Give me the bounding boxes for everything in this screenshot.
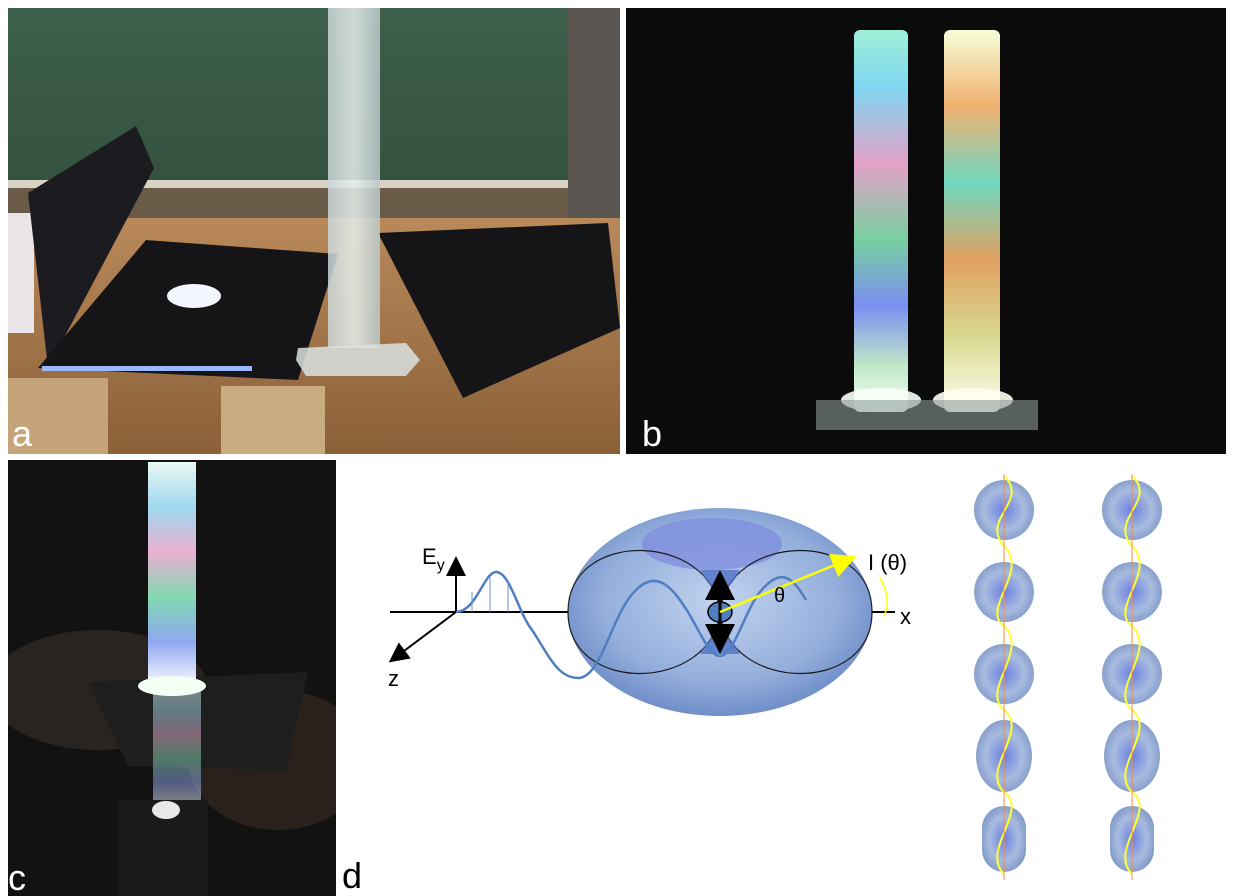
sphere-stack-left [974,474,1034,880]
z-axis [388,611,457,663]
right-lobe [719,549,873,675]
angle-arc [879,577,888,617]
torus-top-opening [642,518,782,570]
chalk-tray [8,180,578,188]
glass-stand [816,400,1038,430]
reflection [153,686,201,806]
panel-b-scene [626,8,1226,454]
wood-block-left [8,378,108,454]
right-equipment [568,8,620,248]
graduated-cylinder [328,8,380,348]
panel-label-c: c [8,857,26,896]
right-glowing-cylinder [944,30,1000,412]
black-card [378,223,620,398]
axis-x-label: x [900,604,911,629]
panel-label-b: b [642,413,663,454]
laptop-edge-glow [42,366,252,371]
intensity-label: I (θ) [868,550,907,575]
e-field-wave [455,570,808,680]
sugar-box [8,213,34,333]
intensity-arrow [719,554,857,614]
light-source [152,801,180,819]
axis-y-label: Ey [422,544,445,574]
cylinder-base-glow [138,676,206,696]
laptop-screen [28,126,154,368]
dark-background [626,8,1226,454]
dipole-diagram: Ey z θ I (θ) x [388,474,1162,880]
glowing-cylinder [148,462,196,688]
sphere-stack-right [1102,474,1162,880]
axis-z-label: z [388,666,399,691]
panel-c-photo: c [8,460,336,896]
cylinder-base [296,343,420,376]
panel-b-photo: b [626,8,1226,454]
panel-a-scene [8,8,620,454]
panel-a-photo: a [8,8,620,454]
laptop-base [38,240,338,380]
panel-label-a: a [12,413,33,454]
left-glowing-cylinder [854,30,908,412]
panel-label-d: d [342,855,363,896]
panel-c-scene [8,460,336,896]
wood-block-right [221,386,325,454]
angle-label: θ [774,585,785,607]
light-spot [167,284,221,308]
panel-d-diagram: Ey z θ I (θ) x [340,460,1234,896]
